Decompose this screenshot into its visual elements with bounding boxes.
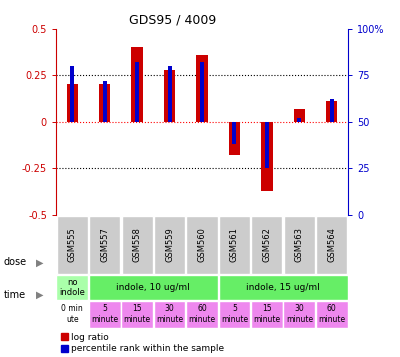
Text: GSM563: GSM563: [295, 227, 304, 262]
Bar: [218, 275, 348, 300]
Bar: [200, 62, 204, 122]
Text: GSM564: GSM564: [327, 227, 336, 262]
Bar: [135, 62, 139, 122]
Text: GSM560: GSM560: [198, 227, 206, 262]
Bar: [99, 85, 110, 122]
Bar: [186, 301, 218, 328]
Bar: [294, 109, 305, 122]
Bar: [154, 216, 185, 274]
Title: GDS95 / 4009: GDS95 / 4009: [129, 13, 216, 26]
Bar: [168, 66, 172, 122]
Bar: [261, 122, 272, 191]
Bar: [122, 216, 153, 274]
Text: 5
minute: 5 minute: [221, 305, 248, 324]
Bar: [284, 216, 315, 274]
Bar: [219, 216, 250, 274]
Text: 60
minute: 60 minute: [318, 305, 345, 324]
Text: indole, 15 ug/ml: indole, 15 ug/ml: [246, 283, 320, 292]
Bar: [326, 101, 338, 122]
Bar: [56, 275, 88, 300]
Text: ▶: ▶: [36, 257, 44, 267]
Text: indole, 10 ug/ml: indole, 10 ug/ml: [116, 283, 190, 292]
Bar: [186, 216, 218, 274]
Bar: [89, 301, 120, 328]
Bar: [251, 216, 282, 274]
Bar: [57, 216, 88, 274]
Text: 15
minute: 15 minute: [124, 305, 151, 324]
Bar: [66, 85, 78, 122]
Bar: [103, 81, 107, 122]
Bar: [89, 216, 120, 274]
Bar: [70, 66, 74, 122]
Bar: [89, 275, 218, 300]
Bar: [316, 301, 348, 328]
Bar: [297, 118, 301, 122]
Text: GSM562: GSM562: [262, 227, 271, 262]
Bar: [265, 122, 269, 169]
Bar: [330, 99, 334, 122]
Text: 30
minute: 30 minute: [286, 305, 313, 324]
Bar: [164, 70, 175, 122]
Text: GSM555: GSM555: [68, 227, 77, 262]
Bar: [132, 47, 143, 122]
Text: 30
minute: 30 minute: [156, 305, 183, 324]
Text: no
indole: no indole: [59, 278, 85, 297]
Text: GSM558: GSM558: [133, 227, 142, 262]
Text: time: time: [4, 290, 26, 300]
Bar: [229, 122, 240, 155]
Bar: [56, 301, 88, 328]
Bar: [154, 301, 186, 328]
Text: 15
minute: 15 minute: [253, 305, 280, 324]
Bar: [196, 55, 208, 122]
Bar: [121, 301, 153, 328]
Bar: [316, 216, 347, 274]
Bar: [284, 301, 315, 328]
Text: 60
minute: 60 minute: [188, 305, 216, 324]
Text: GSM557: GSM557: [100, 227, 109, 262]
Text: 5
minute: 5 minute: [91, 305, 118, 324]
Text: dose: dose: [4, 257, 27, 267]
Text: GSM559: GSM559: [165, 227, 174, 262]
Legend: log ratio, percentile rank within the sample: log ratio, percentile rank within the sa…: [60, 333, 224, 353]
Text: GSM561: GSM561: [230, 227, 239, 262]
Bar: [251, 301, 283, 328]
Text: 0 min
ute: 0 min ute: [61, 305, 83, 324]
Text: ▶: ▶: [36, 290, 44, 300]
Bar: [232, 122, 236, 144]
Bar: [218, 301, 250, 328]
